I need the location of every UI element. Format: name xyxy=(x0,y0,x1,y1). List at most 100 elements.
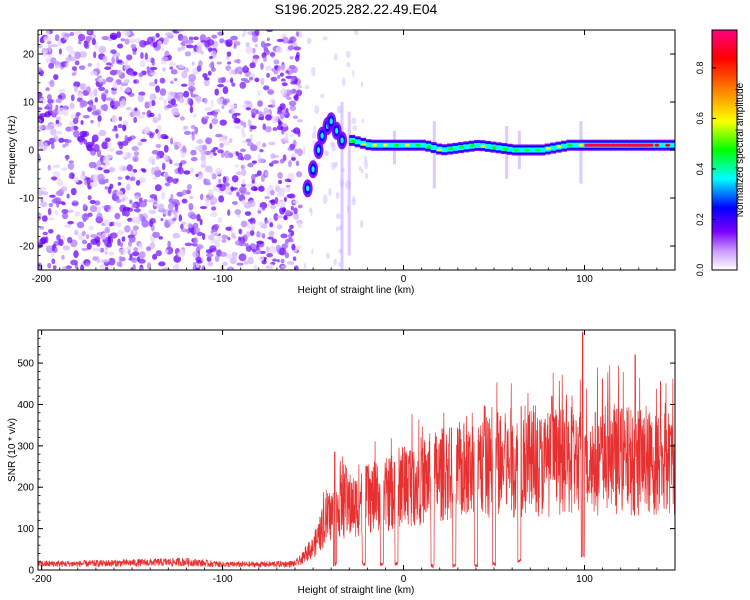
noise-blob xyxy=(287,237,294,243)
noise-blob xyxy=(284,178,291,183)
noise-blob xyxy=(231,175,239,183)
faint-blob xyxy=(363,159,369,170)
carrier-hotspot xyxy=(458,145,464,149)
noise-blob xyxy=(240,127,245,135)
noise-blob xyxy=(38,44,43,49)
noise-blob xyxy=(234,240,241,246)
noise-blob xyxy=(46,103,53,110)
noise-blob xyxy=(289,105,297,111)
noise-blob xyxy=(104,89,109,94)
noise-blob xyxy=(51,143,55,150)
noise-blob xyxy=(209,55,213,60)
noise-blob xyxy=(167,240,171,249)
noise-blob xyxy=(192,250,199,258)
noise-blob xyxy=(41,215,48,222)
noise-blob xyxy=(55,119,60,124)
noise-blob xyxy=(96,159,102,167)
carrier-band xyxy=(408,142,415,148)
carrier-band xyxy=(419,142,426,148)
noise-blob xyxy=(44,124,52,131)
noise-blob xyxy=(196,65,202,72)
faint-blob xyxy=(335,226,339,232)
noise-blob xyxy=(184,242,193,247)
noise-blob xyxy=(212,231,220,237)
noise-blob xyxy=(119,85,123,92)
noise-blob xyxy=(269,222,274,228)
colorbar-tick-label: 0.2 xyxy=(695,213,705,226)
noise-blob xyxy=(199,205,208,210)
noise-blob xyxy=(74,60,80,66)
carrier-band xyxy=(550,145,557,151)
noise-blob xyxy=(39,213,43,218)
noise-blob xyxy=(255,231,263,238)
y-tick-label: 400 xyxy=(17,400,34,411)
noise-blob xyxy=(214,255,220,262)
noise-blob xyxy=(207,70,212,76)
noise-blob xyxy=(270,205,277,210)
noise-blob xyxy=(271,238,278,244)
noise-blob xyxy=(181,71,188,79)
noise-blob xyxy=(245,42,250,48)
bottom-y-ticks: 0 100 200 300 400 500 xyxy=(17,329,675,577)
noise-blob xyxy=(291,243,296,251)
noise-blob xyxy=(203,182,212,186)
noise-blob xyxy=(39,97,46,105)
noise-blob xyxy=(66,139,72,144)
noise-blob xyxy=(50,44,58,48)
noise-blob xyxy=(108,251,114,256)
noise-blob xyxy=(81,239,88,245)
noise-blob xyxy=(163,37,169,45)
noise-blob xyxy=(49,194,56,198)
noise-blob xyxy=(271,67,276,72)
noise-blob xyxy=(81,170,86,177)
noise-blob xyxy=(155,143,162,149)
noise-blob xyxy=(292,115,299,120)
noise-blob xyxy=(174,144,179,151)
onset-core xyxy=(311,166,315,173)
noise-blob xyxy=(142,127,150,134)
noise-blob xyxy=(194,95,202,102)
faint-blob xyxy=(363,155,368,161)
noise-blob xyxy=(285,75,293,79)
top-x-ticks: -200 -100 0 100 xyxy=(32,30,676,285)
noise-blob xyxy=(218,137,227,142)
noise-blob xyxy=(176,94,180,102)
noise-blob xyxy=(74,51,81,60)
noise-blob xyxy=(231,232,236,239)
noise-blob xyxy=(267,236,274,240)
noise-blob xyxy=(183,125,189,130)
noise-blob xyxy=(236,58,241,64)
faint-blob xyxy=(335,213,341,220)
noise-blob xyxy=(223,140,231,146)
noise-blob xyxy=(87,63,93,67)
noise-blob xyxy=(283,196,287,203)
noise-blob xyxy=(69,102,75,110)
noise-blob xyxy=(109,100,115,109)
noise-blob xyxy=(281,82,288,87)
carrier-hotspot xyxy=(415,143,421,147)
noise-blob xyxy=(45,57,51,63)
noise-blob xyxy=(226,56,230,60)
noise-blob xyxy=(183,130,192,136)
noise-blob xyxy=(102,156,110,164)
noise-blob xyxy=(179,162,183,168)
noise-blob xyxy=(288,160,292,168)
noise-blob xyxy=(101,259,110,263)
faint-blob xyxy=(322,36,328,41)
noise-blob xyxy=(39,113,48,118)
noise-blob xyxy=(146,66,150,74)
noise-blob xyxy=(178,96,184,104)
noise-blob xyxy=(295,160,300,167)
noise-blob xyxy=(79,100,85,108)
noise-blob xyxy=(158,236,163,240)
noise-blob xyxy=(39,226,45,230)
heatmap-marks xyxy=(38,30,675,270)
colorbar-tick-label: 0.4 xyxy=(695,163,705,176)
noise-blob xyxy=(152,253,158,260)
noise-blob xyxy=(288,100,297,107)
noise-blob xyxy=(251,173,256,181)
noise-blob xyxy=(106,242,112,248)
noise-blob xyxy=(238,186,247,194)
y-tick-label: 10 xyxy=(23,98,35,109)
faint-blob xyxy=(322,194,328,205)
